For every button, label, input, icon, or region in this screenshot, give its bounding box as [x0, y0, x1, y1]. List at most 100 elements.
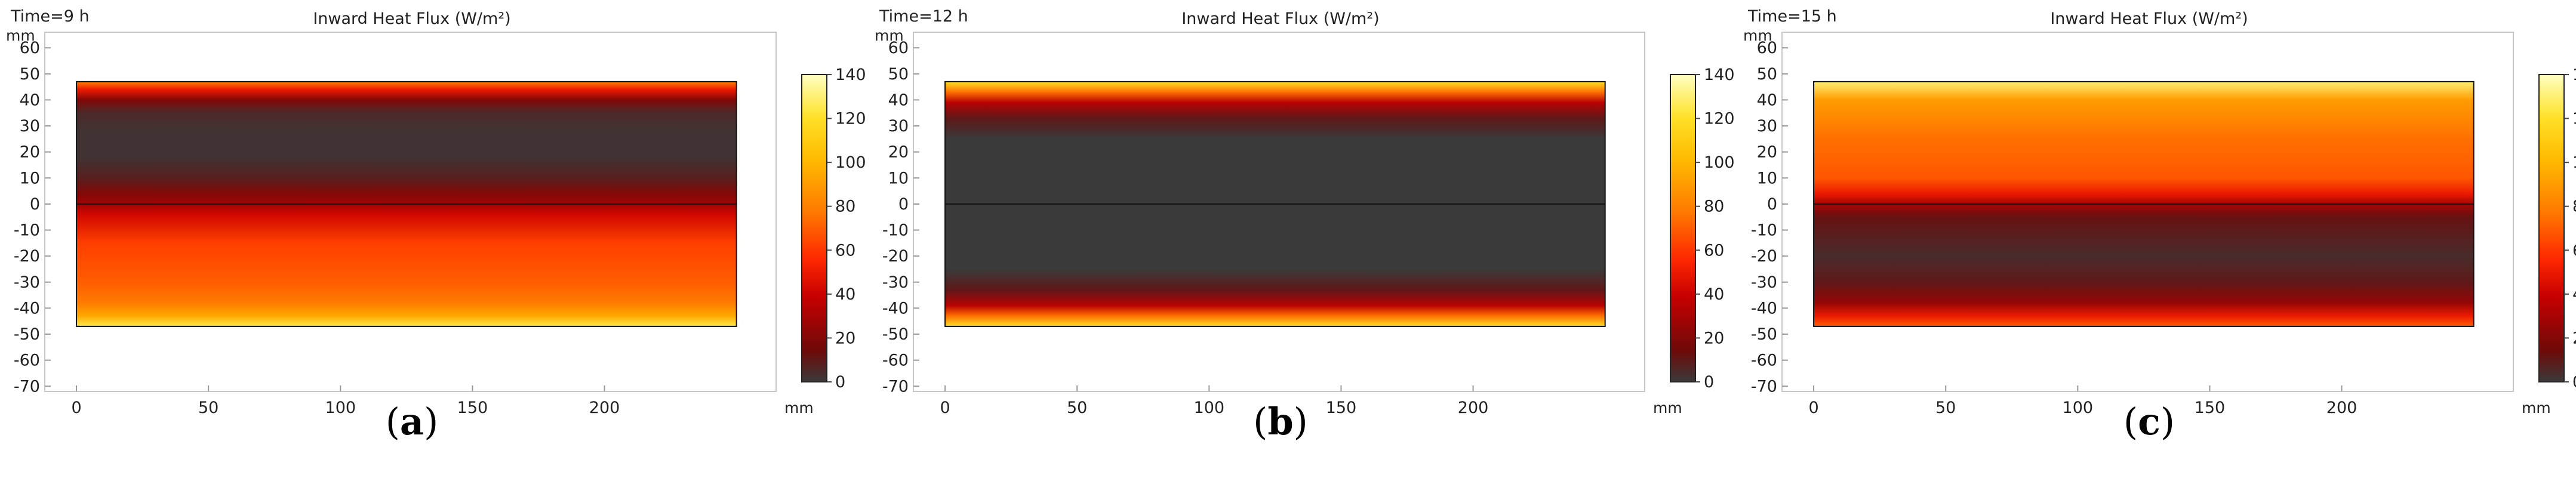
heatmap-chart-b: Time=12 h Inward Heat Flux (W/m²)mm605040… [875, 7, 1735, 417]
y-tick-label: -70 [882, 377, 909, 396]
caption-letter-a: a [399, 400, 424, 443]
y-tick-label: 60 [888, 39, 909, 57]
x-tick-label: 100 [2063, 399, 2094, 417]
y-tick-label: -10 [14, 221, 40, 240]
colorbar-tick-label: 120 [835, 110, 866, 128]
colorbar [1670, 74, 1696, 382]
colorbar-tick-label: 40 [835, 285, 855, 304]
colorbar-tick-label: 0 [835, 373, 845, 391]
chart-title: Inward Heat Flux (W/m²) [1181, 10, 1379, 28]
y-tick-label: 20 [20, 143, 40, 162]
y-tick-label: 30 [20, 117, 40, 135]
y-tick-label: 10 [888, 169, 909, 187]
y-tick-label: 20 [888, 143, 909, 162]
y-tick-label: 40 [1757, 91, 1777, 109]
y-tick-label: 0 [898, 195, 909, 214]
time-label: Time=9 h [10, 7, 90, 26]
caption-letter-c: c [2138, 400, 2160, 443]
panel-c: Time=15 h Inward Heat Flux (W/m²) mm 60 50 40… [1737, 0, 2576, 503]
x-tick-label: 50 [1935, 399, 1956, 417]
y-tick-label: -60 [1751, 351, 1777, 370]
y-tick-label: -40 [1751, 299, 1777, 317]
x-tick-label: 150 [1326, 399, 1357, 417]
colorbar-tick-label: 80 [835, 198, 855, 216]
chart-title: Inward Heat Flux (W/m²) [313, 10, 510, 28]
x-tick-label: 0 [940, 399, 950, 417]
y-tick-label: -70 [1751, 377, 1777, 396]
y-tick-label: 30 [1757, 117, 1777, 135]
axes-frame [913, 32, 1645, 392]
colorbar-tick-label: 20 [1704, 329, 1724, 347]
caption-c: (c) [2123, 400, 2175, 443]
heatmap-chart-c: Time=15 h Inward Heat Flux (W/m²)mm605040… [1743, 7, 2576, 417]
y-tick-label: -60 [882, 351, 909, 370]
y-tick-label: -30 [1751, 273, 1777, 292]
x-tick-label: 0 [1808, 399, 1818, 417]
x-tick-label: 200 [589, 399, 620, 417]
colorbar-tick-label: 40 [1704, 285, 1724, 304]
colorbar-tick-label: 20 [835, 329, 855, 347]
chart-title: Inward Heat Flux (W/m²) [2050, 10, 2248, 28]
y-tick-label: 50 [20, 65, 40, 84]
y-tick-label: -30 [14, 273, 40, 292]
x-tick-label: 50 [1067, 399, 1087, 417]
heatmap-chart-a: Time=9 h Inward Heat Flux (W/m²)mm6050403… [6, 7, 866, 417]
y-tick-label: -20 [1751, 247, 1777, 266]
y-tick-label: 0 [30, 195, 40, 214]
y-unit-label: mm [6, 27, 35, 44]
y-tick-label: 20 [1757, 143, 1777, 162]
y-tick-label: -50 [14, 325, 40, 344]
y-tick-label: -10 [882, 221, 909, 240]
y-tick-label: 60 [1757, 39, 1777, 57]
y-tick-label: -20 [14, 247, 40, 266]
y-unit-label: mm [875, 27, 904, 44]
colorbar-tick-label: 0 [1704, 373, 1714, 391]
x-tick-label: 150 [2195, 399, 2226, 417]
time-label: Time=12 h [879, 7, 968, 26]
x-tick-label: 200 [2326, 399, 2358, 417]
colorbar [2538, 74, 2565, 382]
y-tick-label: -50 [882, 325, 909, 344]
colorbar-tick-label: 100 [2572, 153, 2576, 172]
colorbar-tick-label: 140 [2572, 66, 2576, 84]
panel-a: Time=9 h Inward Heat Flux (W/m²) mm 60 50 40 3… [0, 0, 866, 503]
colorbar-tick-label: 120 [1704, 110, 1735, 128]
caption-b: (b) [1253, 400, 1308, 443]
colorbar-tick-label: 60 [1704, 241, 1724, 260]
y-tick-label: 60 [20, 39, 40, 57]
y-tick-label: -40 [14, 299, 40, 317]
colorbar-tick-label: 20 [2572, 329, 2576, 347]
x-unit-label: mm [1653, 399, 1682, 416]
x-tick-label: 0 [71, 399, 81, 417]
x-tick-label: 100 [325, 399, 356, 417]
caption-a: (a) [385, 400, 439, 443]
axes-frame [1781, 32, 2514, 392]
colorbar-tick-label: 60 [835, 241, 855, 260]
colorbar-tick-label: 80 [1704, 198, 1724, 216]
y-tick-label: -40 [882, 299, 909, 317]
y-tick-label: 40 [888, 91, 909, 109]
colorbar-tick-label: 0 [2572, 373, 2576, 391]
y-tick-label: -50 [1751, 325, 1777, 344]
colorbar-tick-label: 40 [2572, 285, 2576, 304]
x-unit-label: mm [784, 399, 814, 416]
y-tick-label: 10 [1757, 169, 1777, 187]
panel-b: Time=12 h Inward Heat Flux (W/m²) mm 60 50 40… [869, 0, 1735, 503]
y-tick-label: 0 [1767, 195, 1777, 214]
colorbar [801, 74, 827, 382]
caption-letter-b: b [1267, 400, 1294, 443]
colorbar-tick-label: 120 [2572, 110, 2576, 128]
y-tick-label: -10 [1751, 221, 1777, 240]
colorbar-tick-label: 140 [835, 66, 866, 84]
colorbar-tick-label: 140 [1704, 66, 1735, 84]
y-tick-label: 30 [888, 117, 909, 135]
y-tick-label: 50 [888, 65, 909, 84]
y-tick-label: 40 [20, 91, 40, 109]
colorbar-tick-label: 100 [835, 153, 866, 172]
x-tick-label: 200 [1458, 399, 1489, 417]
axes-frame [44, 32, 777, 392]
y-tick-label: -60 [14, 351, 40, 370]
y-tick-label: -70 [14, 377, 40, 396]
colorbar-tick-label: 100 [1704, 153, 1735, 172]
x-tick-label: 100 [1194, 399, 1225, 417]
